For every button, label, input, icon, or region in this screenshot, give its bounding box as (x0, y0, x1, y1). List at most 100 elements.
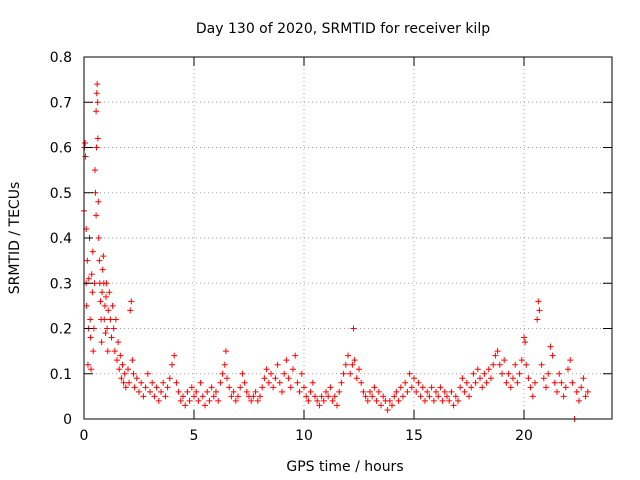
data-point (516, 370, 523, 377)
x-axis-label: GPS time / hours (286, 459, 403, 475)
data-point (490, 361, 497, 368)
data-point (164, 384, 171, 391)
data-point (263, 366, 270, 373)
data-point (406, 370, 413, 377)
data-point (580, 375, 587, 382)
data-point (523, 361, 530, 368)
data-point (474, 366, 481, 373)
data-point (144, 370, 151, 377)
data-point (494, 348, 501, 355)
data-point (228, 393, 235, 400)
data-point (457, 384, 464, 391)
data-point (102, 330, 109, 337)
data-point (470, 370, 477, 377)
data-point (274, 361, 281, 368)
data-point (437, 384, 444, 391)
data-point (305, 397, 312, 404)
data-point (556, 370, 563, 377)
data-point (84, 257, 91, 264)
data-point (94, 135, 101, 142)
data-point (307, 388, 314, 395)
data-point (180, 393, 186, 400)
data-point (340, 370, 347, 377)
data-point (96, 257, 103, 264)
data-point (499, 370, 505, 377)
data-point (331, 393, 338, 400)
data-point (468, 384, 475, 391)
data-point (554, 388, 560, 395)
data-point (384, 406, 391, 413)
data-point (166, 375, 173, 382)
data-point (88, 366, 95, 373)
data-point (182, 402, 189, 409)
data-point (155, 397, 162, 404)
data-point (239, 370, 246, 377)
data-point (175, 388, 182, 395)
data-point (560, 393, 567, 400)
data-point (173, 379, 180, 386)
data-point (378, 402, 384, 409)
data-point (426, 393, 433, 400)
data-point (371, 384, 378, 391)
data-point (97, 298, 104, 305)
data-point (492, 352, 499, 359)
data-point (424, 388, 431, 395)
data-point (268, 370, 274, 377)
data-point (298, 370, 305, 377)
y-tick-label: 0.1 (50, 367, 72, 383)
data-point (477, 375, 483, 382)
y-tick-label: 0.7 (50, 95, 72, 111)
data-point (250, 393, 257, 400)
data-point (327, 384, 334, 391)
data-point (98, 339, 105, 346)
data-point (272, 375, 279, 382)
data-point (446, 397, 453, 404)
y-tick-label: 0.6 (50, 141, 72, 157)
data-point (318, 393, 325, 400)
data-point (158, 388, 164, 395)
data-point (444, 393, 450, 400)
data-point (115, 339, 122, 346)
data-point (108, 334, 115, 341)
data-point (94, 99, 101, 106)
data-point (510, 375, 516, 382)
data-point (301, 384, 307, 391)
data-point (140, 393, 147, 400)
data-point (362, 393, 369, 400)
data-point (87, 334, 94, 341)
data-point (448, 388, 455, 395)
data-point (104, 348, 111, 355)
data-point (375, 388, 382, 395)
data-point (129, 357, 136, 364)
data-point (439, 397, 446, 404)
data-point (393, 388, 400, 395)
data-point (535, 298, 542, 305)
data-point (529, 393, 536, 400)
data-point (485, 366, 492, 373)
data-point (199, 393, 206, 400)
data-point (131, 384, 138, 391)
data-point (551, 379, 558, 386)
data-point (525, 375, 532, 382)
data-point (241, 379, 248, 386)
data-point (101, 316, 108, 323)
data-point (204, 388, 211, 395)
data-points (81, 81, 591, 422)
data-point (259, 384, 266, 391)
data-point (94, 81, 101, 88)
data-point (153, 384, 160, 391)
data-point (84, 361, 91, 368)
data-point (347, 370, 354, 377)
data-point (232, 397, 239, 404)
data-point (107, 316, 114, 323)
data-point (99, 266, 106, 273)
data-point (195, 397, 202, 404)
data-point (320, 397, 327, 404)
data-point (243, 388, 250, 395)
data-point (345, 352, 351, 359)
data-point (171, 352, 178, 359)
x-tick-label: 10 (295, 428, 313, 444)
data-point (323, 388, 329, 395)
data-point (177, 397, 184, 404)
data-point (222, 348, 229, 355)
